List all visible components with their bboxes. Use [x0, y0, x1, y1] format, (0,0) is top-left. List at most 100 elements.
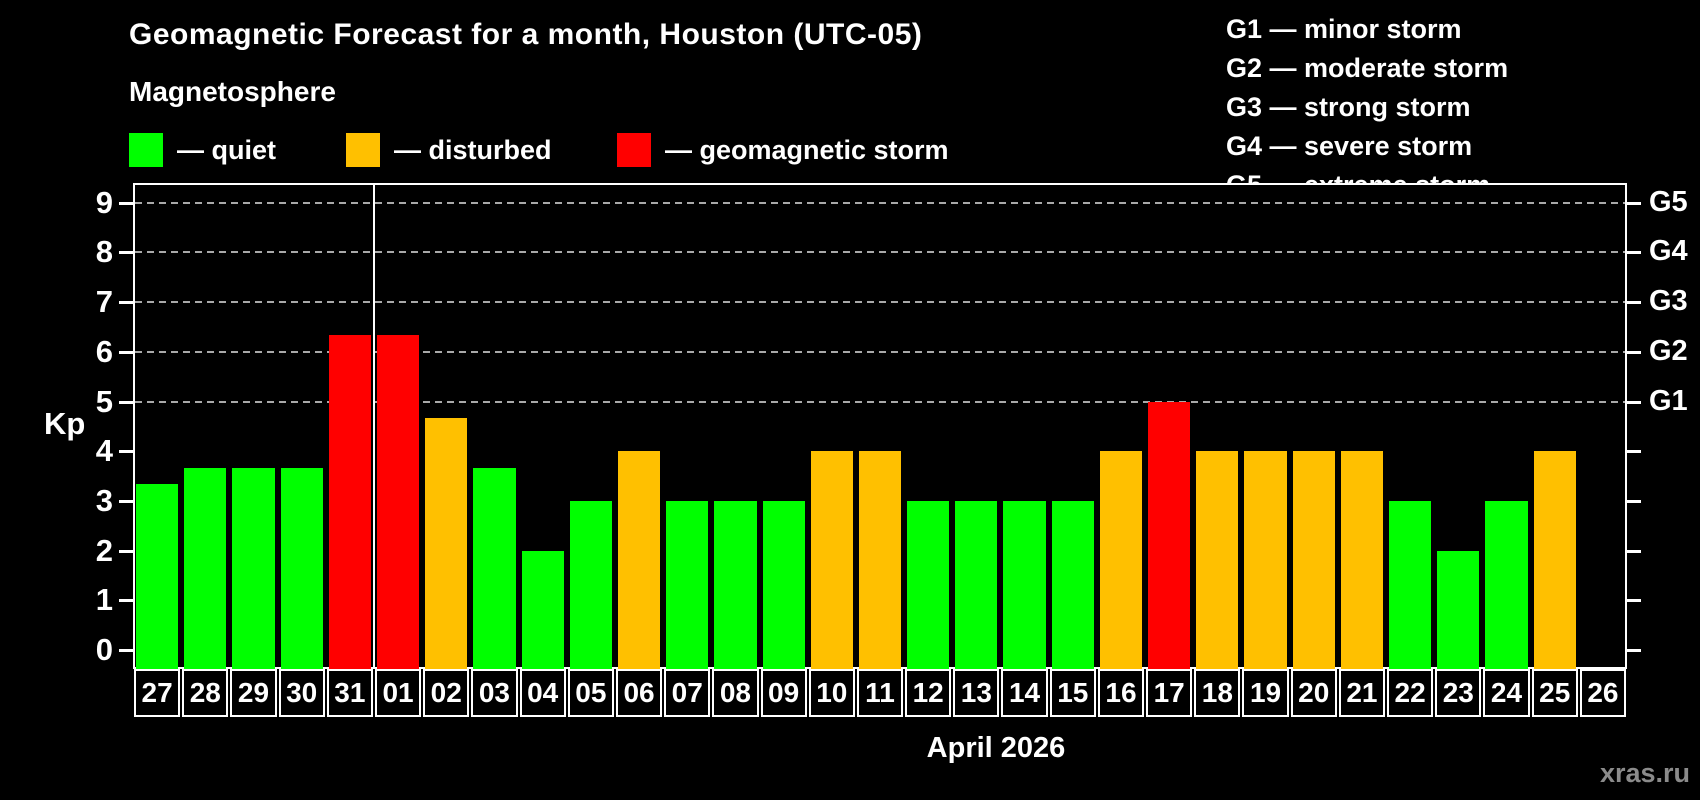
legend-item-storm: — geomagnetic storm — [617, 132, 949, 168]
quiet-color-swatch — [129, 133, 163, 167]
bar-day-07 — [666, 500, 709, 669]
gridline-kp-6 — [135, 350, 1625, 353]
g-scale-legend-line-g4: G4 — severe storm — [1226, 131, 1473, 161]
bar-day-22 — [1389, 500, 1432, 669]
gridline-kp-9 — [135, 201, 1625, 204]
bar-day-20 — [1292, 451, 1335, 669]
bar-day-25 — [1533, 451, 1576, 669]
bar-day-31 — [328, 335, 371, 669]
date-cell-31: 31 — [326, 669, 373, 717]
g-level-label-g1: G1 — [1649, 384, 1688, 417]
bar-day-11 — [858, 451, 902, 669]
bar-day-01 — [376, 335, 420, 669]
date-cell-29: 29 — [230, 669, 277, 717]
right-axis-tick-4 — [1627, 450, 1641, 454]
y-axis-tick-1 — [119, 599, 133, 603]
y-tick-label-3: 3 — [95, 482, 113, 518]
page-title: Geomagnetic Forecast for a month, Housto… — [129, 18, 923, 51]
y-tick-label-1: 1 — [95, 582, 113, 618]
bar-day-28 — [184, 467, 227, 669]
date-cell-21: 21 — [1338, 669, 1386, 717]
y-axis-tick-2 — [119, 549, 133, 553]
date-cell-19: 19 — [1242, 669, 1289, 717]
g-level-label-g5: G5 — [1649, 185, 1688, 218]
y-tick-label-0: 0 — [95, 632, 113, 667]
bar-day-30 — [280, 467, 323, 669]
date-cell-01: 01 — [374, 669, 422, 717]
right-axis-tick-2 — [1627, 549, 1641, 553]
bar-day-09 — [762, 500, 805, 669]
date-cell-25: 25 — [1531, 669, 1578, 717]
gridline-kp-8 — [135, 251, 1625, 254]
y-axis-tick-9 — [119, 201, 133, 205]
date-cell-04: 04 — [519, 669, 566, 717]
bar-day-04 — [521, 550, 564, 669]
right-axis-tick-8 — [1627, 251, 1641, 255]
y-tick-label-8: 8 — [95, 234, 113, 270]
date-cell-07: 07 — [664, 669, 711, 717]
date-cell-28: 28 — [182, 669, 229, 717]
bar-day-03 — [473, 467, 516, 669]
date-cell-27: 27 — [134, 669, 181, 717]
g-level-label-g3: G3 — [1649, 285, 1688, 318]
bar-day-19 — [1244, 451, 1287, 669]
date-cell-08: 08 — [712, 669, 759, 717]
bar-day-16 — [1099, 451, 1143, 669]
watermark: xras.ru — [1599, 758, 1690, 788]
y-axis-tick-5 — [119, 400, 133, 404]
date-cell-16: 16 — [1097, 669, 1145, 717]
y-tick-label-9: 9 — [95, 184, 113, 220]
right-axis-tick-1 — [1627, 599, 1641, 603]
bar-day-17 — [1148, 401, 1191, 669]
bar-day-29 — [232, 467, 275, 669]
gridline-kp-7 — [135, 301, 1625, 304]
date-cell-03: 03 — [471, 669, 518, 717]
y-axis-tick-8 — [119, 251, 133, 255]
bar-day-15 — [1051, 500, 1094, 669]
date-cell-05: 05 — [567, 669, 614, 717]
date-cell-06: 06 — [615, 669, 663, 717]
right-axis-tick-0 — [1627, 649, 1641, 652]
date-cell-17: 17 — [1146, 669, 1193, 717]
date-cell-23: 23 — [1435, 669, 1482, 717]
date-cell-18: 18 — [1194, 669, 1241, 717]
date-cell-11: 11 — [856, 669, 904, 717]
y-axis-tick-4 — [119, 450, 133, 454]
right-axis-tick-6 — [1627, 350, 1641, 354]
g-scale-legend-line-g3: G3 — strong storm — [1226, 92, 1471, 122]
legend-item-quiet: — quiet — [129, 132, 276, 168]
bar-day-18 — [1196, 451, 1239, 669]
y-tick-label-5: 5 — [95, 383, 113, 419]
bar-day-02 — [425, 417, 468, 669]
date-cell-24: 24 — [1483, 669, 1530, 717]
x-axis-title: April 2026 — [926, 732, 1066, 764]
date-cell-10: 10 — [808, 669, 855, 717]
date-cell-14: 14 — [1001, 669, 1048, 717]
month-separator-line — [372, 185, 375, 669]
g-level-label-g2: G2 — [1649, 334, 1688, 367]
right-axis-tick-3 — [1627, 499, 1641, 503]
right-axis-tick-5 — [1627, 400, 1641, 404]
date-cell-30: 30 — [278, 669, 325, 717]
bar-day-12 — [907, 500, 950, 669]
y-tick-label-6: 6 — [95, 333, 113, 369]
g-scale-legend-line-g1: G1 — minor storm — [1226, 14, 1462, 44]
date-cell-09: 09 — [760, 669, 807, 717]
date-cell-22: 22 — [1387, 669, 1434, 717]
bar-day-10 — [810, 451, 853, 669]
bar-day-24 — [1485, 500, 1528, 669]
bar-day-23 — [1437, 550, 1480, 669]
legend-label-storm: — geomagnetic storm — [665, 134, 949, 165]
disturbed-color-swatch — [346, 133, 380, 167]
y-axis-tick-7 — [119, 301, 133, 305]
storm-color-swatch — [617, 133, 651, 167]
date-cell-20: 20 — [1290, 669, 1337, 717]
date-cell-26: 26 — [1579, 669, 1626, 717]
bar-day-05 — [569, 500, 612, 669]
date-cell-02: 02 — [423, 669, 470, 717]
legend-item-disturbed: — disturbed — [346, 132, 552, 168]
y-tick-label-4: 4 — [95, 433, 113, 469]
y-tick-label-2: 2 — [95, 532, 113, 568]
y-axis-tick-3 — [119, 499, 133, 503]
